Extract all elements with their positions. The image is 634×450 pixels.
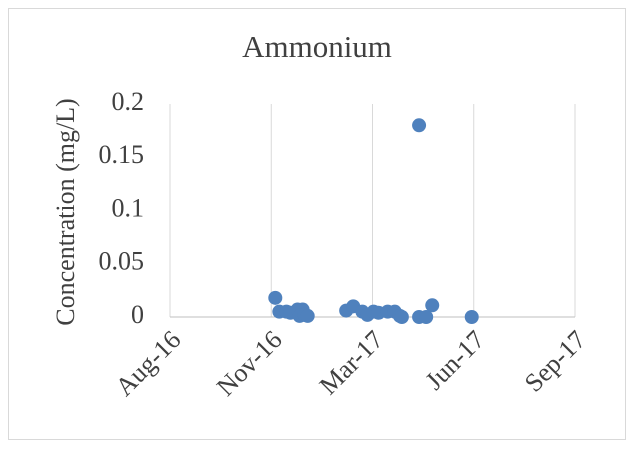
point — [412, 118, 427, 133]
y-axis-title: Concentration (mg/L) — [51, 98, 80, 325]
point — [419, 310, 434, 324]
point — [425, 298, 440, 313]
point — [464, 310, 479, 324]
chart-border — [8, 8, 626, 440]
y-tick-label: 0.1 — [112, 193, 145, 222]
point — [300, 308, 315, 323]
y-tick-label: 0 — [131, 300, 144, 329]
y-tick-label: 0.15 — [99, 140, 145, 169]
chart-title: Ammonium — [242, 29, 392, 64]
point — [268, 290, 283, 305]
y-tick-label: 0.2 — [112, 87, 145, 116]
y-tick-label: 0.05 — [99, 247, 145, 276]
point — [394, 310, 409, 324]
